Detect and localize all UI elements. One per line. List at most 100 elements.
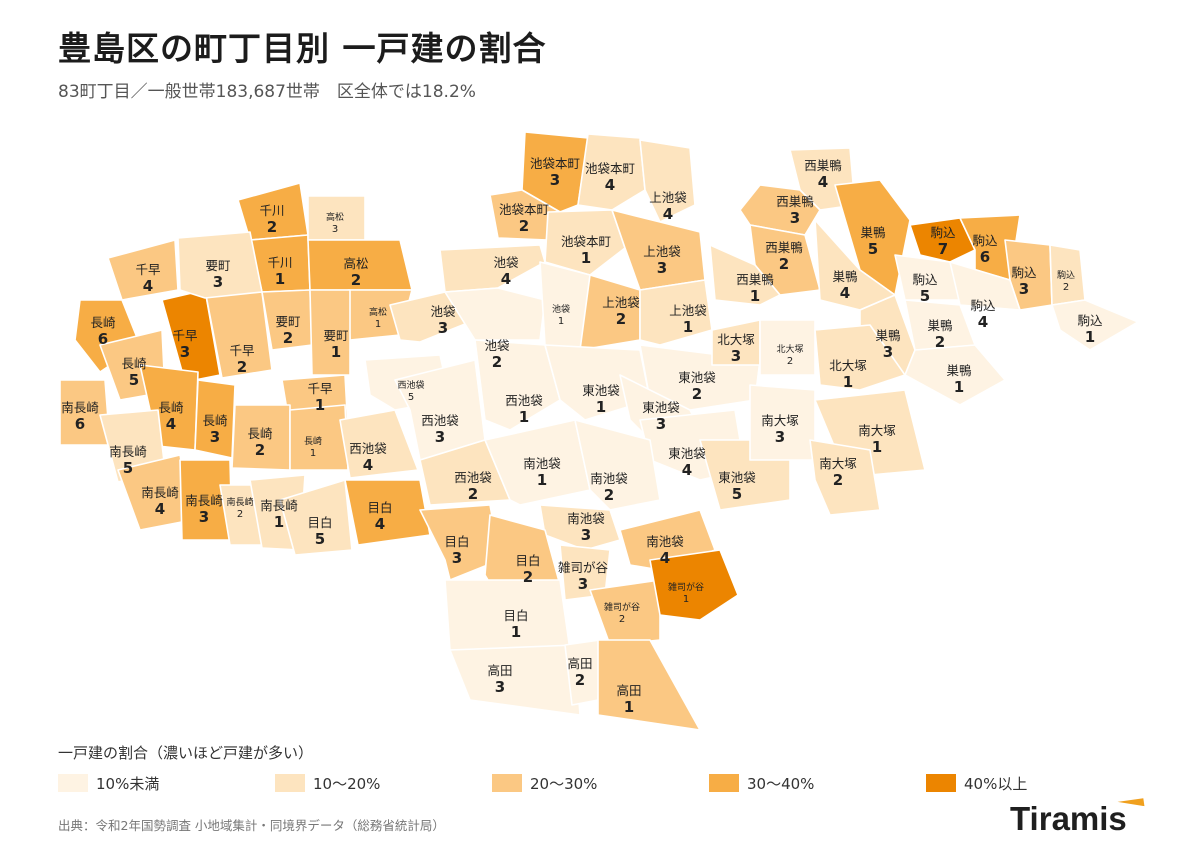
district-number-label: 3 — [775, 428, 785, 446]
district-area — [544, 209, 626, 276]
district-number-label: 1 — [331, 343, 341, 361]
district-name-label: 巣鴨 — [832, 269, 858, 284]
district-name-label: 駒込 — [1011, 265, 1037, 280]
legend-swatch — [275, 774, 305, 792]
district-number-label: 3 — [550, 171, 560, 189]
district-number-label: 1 — [843, 373, 853, 391]
district-name-label: 長崎 — [90, 315, 116, 330]
district-number-label: 6 — [980, 248, 990, 266]
district-area — [809, 439, 881, 516]
page-subtitle: 83町丁目／一般世帯183,687世帯 区全体では18.2% — [58, 82, 476, 102]
district-number-label: 4 — [143, 277, 153, 295]
district-name-label: 千早 — [307, 381, 332, 396]
district-number-label: 2 — [575, 671, 585, 689]
district-number-label: 5 — [920, 287, 930, 305]
district-name-label: 南長崎 — [141, 485, 179, 500]
district-name-label: 南池袋 — [567, 511, 605, 526]
district-area — [484, 419, 591, 506]
district-name-label: 西巣鴨 — [736, 272, 774, 287]
district-name-label: 西巣鴨 — [765, 240, 803, 255]
district-name-label: 駒込 — [970, 298, 996, 313]
district-name-label: 北大塚 — [717, 332, 755, 347]
district-number-label: 6 — [75, 415, 85, 433]
district-name-label: 東池袋 — [642, 400, 680, 415]
district-name-label: 長崎 — [202, 413, 228, 428]
legend-item: 30〜40% — [709, 772, 814, 794]
district-number-label: 4 — [682, 461, 692, 479]
legend-swatch — [926, 774, 956, 792]
district-number-label: 4 — [363, 456, 373, 474]
district-number-label: 1 — [310, 448, 316, 459]
legend-swatch — [58, 774, 88, 792]
district-number-label: 3 — [435, 428, 445, 446]
district-number-label: 4 — [660, 549, 670, 567]
district-number-label: 1 — [624, 698, 634, 716]
district-number-label: 4 — [166, 415, 176, 433]
district-number-label: 2 — [833, 471, 843, 489]
district-name-label: 高田 — [487, 663, 512, 678]
district-name-label: 上池袋 — [602, 295, 640, 310]
district-number-label: 3 — [199, 508, 209, 526]
district-area — [639, 139, 696, 223]
district-number-label: 2 — [779, 255, 789, 273]
district-number-label: 2 — [492, 353, 502, 371]
district-name-label: 上池袋 — [643, 244, 681, 259]
district-name-label: 上池袋 — [669, 303, 707, 318]
legend-label: 20〜30% — [530, 774, 598, 793]
district-number-label: 2 — [468, 485, 478, 503]
district-area — [449, 644, 581, 716]
district-area — [474, 339, 561, 431]
district-area — [589, 579, 661, 646]
legend-swatch — [492, 774, 522, 792]
district-number-label: 1 — [558, 316, 564, 327]
district-number-label: 2 — [604, 486, 614, 504]
district-area — [521, 131, 589, 213]
district-name-label: 北大塚 — [829, 358, 867, 373]
district-number-label: 4 — [375, 515, 385, 533]
district-number-label: 1 — [683, 318, 693, 336]
district-number-label: 5 — [408, 392, 414, 403]
district-number-label: 3 — [656, 415, 666, 433]
district-name-label: 雑司が谷 — [558, 560, 609, 575]
district-name-label: 南池袋 — [523, 456, 561, 471]
district-name-label: 南長崎 — [61, 400, 99, 415]
district-number-label: 3 — [438, 319, 448, 337]
district-name-label: 千川 — [267, 255, 292, 270]
district-number-label: 4 — [818, 173, 828, 191]
district-name-label: 目白 — [307, 515, 332, 530]
district-number-label: 1 — [537, 471, 547, 489]
district-name-label: 駒込 — [1077, 313, 1103, 328]
district-name-label: 駒込 — [1057, 269, 1075, 281]
district-name-label: 巣鴨 — [860, 225, 886, 240]
district-name-label: 目白 — [503, 608, 528, 623]
legend-swatch — [709, 774, 739, 792]
district-area — [339, 409, 419, 479]
district-name-label: 千早 — [135, 262, 160, 277]
district-name-label: 南長崎 — [185, 493, 223, 508]
district-name-label: 北大塚 — [776, 343, 803, 355]
district-area — [814, 324, 906, 391]
district-name-label: 池袋本町 — [585, 161, 635, 176]
district-name-label: 池袋 — [552, 303, 570, 315]
district-name-label: 長崎 — [304, 435, 322, 447]
district-number-label: 5 — [123, 459, 133, 477]
district-number-label: 2 — [787, 356, 793, 367]
district-number-label: 1 — [375, 319, 381, 330]
district-number-label: 3 — [452, 549, 462, 567]
legend-item: 20〜30% — [492, 772, 597, 794]
page-title: 豊島区の町丁目別 一戸建の割合 — [58, 29, 547, 68]
district-name-label: 目白 — [515, 553, 540, 568]
district-name-label: 千早 — [229, 343, 254, 358]
district-number-label: 1 — [581, 249, 591, 267]
district-name-label: 駒込 — [930, 225, 956, 240]
district-name-label: 高松 — [369, 306, 387, 318]
legend-item: 10〜20% — [275, 772, 380, 794]
district-name-label: 西池袋 — [349, 441, 387, 456]
district-name-label: 東池袋 — [668, 446, 706, 461]
district-name-label: 雑司が谷 — [668, 581, 704, 593]
district-number-label: 1 — [954, 378, 964, 396]
district-number-label: 3 — [581, 526, 591, 544]
district-number-label: 3 — [332, 224, 338, 235]
district-area — [639, 279, 713, 346]
